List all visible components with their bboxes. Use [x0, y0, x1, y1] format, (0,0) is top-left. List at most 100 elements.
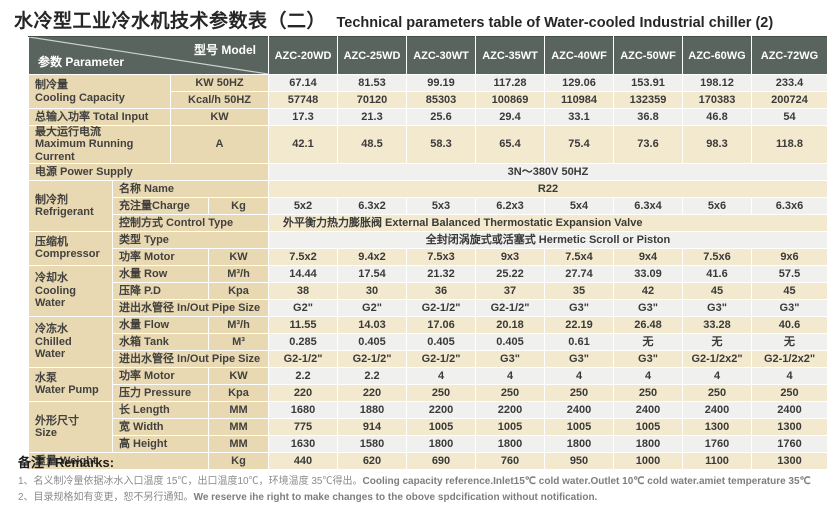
unit-cell: MM: [208, 400, 269, 419]
value-cell: G3": [613, 349, 683, 368]
value-cell: G2-1/2x2": [682, 349, 752, 368]
value-cell: 无: [682, 332, 752, 351]
value-cell: 57748: [268, 91, 338, 109]
value-cell: 250: [613, 383, 683, 402]
model-column-header: AZC-60WG: [682, 36, 752, 75]
value-cell: 2.2: [337, 366, 407, 385]
value-cell: 99.19: [406, 74, 476, 92]
value-cell: 220: [337, 383, 407, 402]
table-row: 压缩机 Compressor 类型 Type 全封闭涡旋式或活塞式 Hermetic…: [28, 230, 828, 266]
value-cell: 36.8: [613, 108, 683, 126]
value-cell: 132359: [613, 91, 683, 109]
label-cell: 名称 Name: [112, 179, 269, 198]
unit-cell: Kcal/h 50HZ: [170, 91, 269, 109]
value-cell: 129.06: [544, 74, 614, 92]
value-cell: 1005: [544, 417, 614, 436]
value-cell: 170383: [682, 91, 752, 109]
model-column-header: AZC-72WG: [751, 36, 828, 75]
value-cell: 1300: [751, 451, 828, 470]
group-cell: 冷却水 Cooling Water: [28, 264, 113, 317]
span-value-cell: 3N～380V 50HZ: [268, 162, 828, 181]
table-row: 充注量Charge Kg 5x2 6.3x2 5x3 6.2x3 5x4 6.3x4 5x6 6.…: [29, 196, 828, 215]
value-cell: 2400: [544, 400, 614, 419]
header-row: 参数 Parameter 型号 Model AZC-20WD AZC-25WD AZ…: [28, 36, 828, 75]
value-cell: 250: [682, 383, 752, 402]
table-row: 宽 Width MM 775 914 1005 1005 1005 1005 1300 1300: [29, 417, 828, 436]
unit-cell: MM: [208, 417, 269, 436]
label-cell: 类型 Type: [112, 230, 269, 249]
label-cell: 宽 Width: [112, 417, 209, 436]
value-cell: 17.3: [268, 108, 338, 126]
value-cell: 2.2: [268, 366, 338, 385]
value-cell: 45: [751, 281, 828, 300]
table-row: 高 Height MM 1630 1580 1800 1800 1800 1800 1760 17…: [29, 434, 828, 453]
value-cell: 0.285: [268, 332, 338, 351]
value-cell: 40.6: [751, 315, 828, 334]
group-cell: 压缩机 Compressor: [28, 230, 113, 266]
table-row: 制冷量 Cooling Capacity KW 50HZ 67.14 81.53 99.…: [28, 74, 828, 109]
value-cell: 760: [475, 451, 545, 470]
value-cell: 1100: [682, 451, 752, 470]
value-cell: 33.1: [544, 108, 614, 126]
value-cell: 775: [268, 417, 338, 436]
value-cell: 9x3: [475, 247, 545, 266]
value-cell: 250: [406, 383, 476, 402]
value-cell: 21.3: [337, 108, 407, 126]
group-cell: 外形尺寸 Size: [28, 400, 113, 453]
title-english: Technical parameters table of Water-cool…: [336, 15, 774, 31]
label-cell: 进出水管径 In/Out Pipe Size: [112, 298, 269, 317]
remarks: 备注 / Remarks: 1、名义制冷量依据冰水入口温度 15℃，出口温度10…: [18, 452, 822, 505]
unit-cell: M³/h: [208, 264, 269, 283]
value-cell: G2-1/2": [475, 298, 545, 317]
label-cell: 压降 P.D: [112, 281, 209, 300]
value-cell: 无: [751, 332, 828, 351]
label-cell: 长 Length: [112, 400, 209, 419]
value-cell: 29.4: [475, 108, 545, 126]
table-row: 冷却水 Cooling Water 水量 Row M³/h 14.44 17.54 21.…: [28, 264, 828, 317]
value-cell: 4: [613, 366, 683, 385]
unit-cell: KW: [208, 247, 269, 266]
value-cell: 4: [751, 366, 828, 385]
value-cell: 25.6: [406, 108, 476, 126]
value-cell: G2-1/2": [337, 349, 407, 368]
model-column-header: AZC-20WD: [268, 36, 338, 75]
value-cell: 26.48: [613, 315, 683, 334]
label-cell: 水量 Flow: [112, 315, 209, 334]
value-cell: 6.3x2: [337, 196, 407, 215]
value-cell: 2400: [613, 400, 683, 419]
label-cell: 总输入功率 Total Input: [28, 108, 171, 126]
unit-cell: KW 50HZ: [170, 74, 269, 92]
value-cell: 17.06: [406, 315, 476, 334]
value-cell: 22.19: [544, 315, 614, 334]
value-cell: 2400: [682, 400, 752, 419]
value-cell: 1760: [751, 434, 828, 453]
value-cell: 153.91: [613, 74, 683, 92]
label-cell: 充注量Charge: [112, 196, 209, 215]
table-row: 压降 P.D Kpa 38 30 36 37 35 42 45 45: [29, 281, 828, 300]
value-cell: 2200: [406, 400, 476, 419]
value-cell: 9x4: [613, 247, 683, 266]
remarks-heading: 备注 / Remarks:: [18, 455, 115, 470]
value-cell: 118.8: [751, 125, 828, 164]
value-cell: 48.5: [337, 125, 407, 164]
value-cell: 7.5x3: [406, 247, 476, 266]
table-row: 压力 Pressure Kpa 220 220 250 250 250 250 250 250: [29, 383, 828, 402]
group-cell: 冷冻水 Chilled Water: [28, 315, 113, 368]
model-column-header: AZC-35WT: [475, 36, 545, 75]
value-cell: 46.8: [682, 108, 752, 126]
value-cell: 5x6: [682, 196, 752, 215]
value-cell: 81.53: [337, 74, 407, 92]
table-row: 功率 Motor KW 7.5x2 9.4x2 7.5x3 9x3 7.5x4 9x4 7.5x…: [29, 247, 828, 266]
value-cell: 无: [613, 332, 683, 351]
value-cell: 58.3: [406, 125, 476, 164]
value-cell: 21.32: [406, 264, 476, 283]
table-row: 外形尺寸 Size 长 Length MM 1680 1880 2200 2200 2400 2…: [28, 400, 828, 453]
page-title: 水冷型工业冷水机技术参数表（二） Technical parameters ta…: [14, 6, 773, 33]
table-row: 控制方式 Control Type 外平衡力热力膨胀阀 External Bala…: [29, 213, 828, 232]
label-cell: 电源 Power Supply: [28, 162, 269, 181]
value-cell: 1580: [337, 434, 407, 453]
table-row: 冷冻水 Chilled Water 水量 Flow M³/h 11.55 14.03 17…: [28, 315, 828, 368]
unit-cell: A: [170, 125, 269, 164]
value-cell: 14.44: [268, 264, 338, 283]
table-row: 重量 Weight Kg 440 620 690 760 950 1000 1100 1300: [28, 451, 828, 470]
